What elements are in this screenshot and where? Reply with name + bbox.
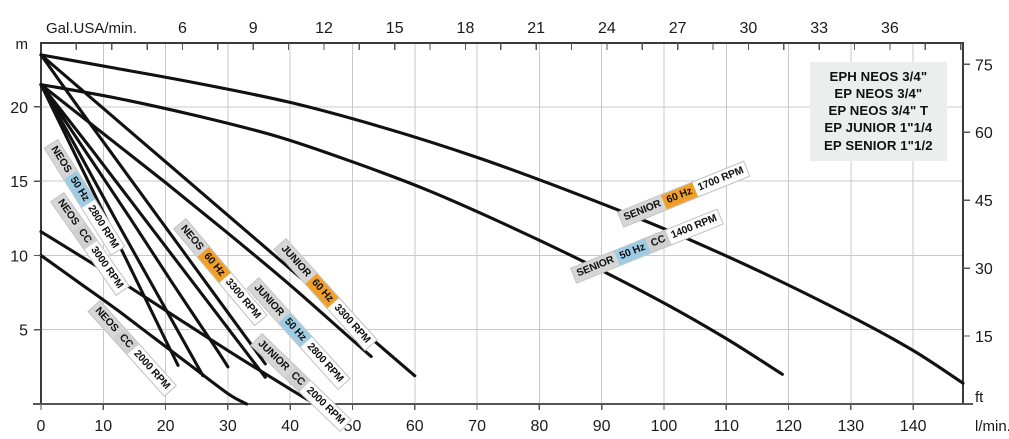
performance-curve xyxy=(39,53,267,366)
tick-label-top: 21 xyxy=(527,20,545,37)
tick-label-bottom: 140 xyxy=(900,418,927,435)
legend-item: EP SENIOR 1"1/2 xyxy=(824,137,933,153)
tick-label-left: 15 xyxy=(10,174,28,191)
left-axis-unit-label: m xyxy=(16,36,29,53)
tick-label-bottom: 130 xyxy=(838,418,865,435)
tick-label-top: 15 xyxy=(386,20,404,37)
tick-label-right: 60 xyxy=(975,125,993,142)
tick-label-top: 30 xyxy=(740,20,758,37)
tick-label-bottom: 70 xyxy=(468,418,486,435)
performance-curve xyxy=(39,53,965,385)
legend-item: EP NEOS 3/4" T xyxy=(828,103,929,119)
tick-label-top: 18 xyxy=(457,20,475,37)
tick-layer xyxy=(34,43,970,410)
performance-curve xyxy=(39,253,249,406)
tick-label-right: 75 xyxy=(975,57,993,74)
tick-label-top: 24 xyxy=(598,20,616,37)
tick-label-left: 10 xyxy=(10,248,28,265)
tick-label-right: 45 xyxy=(975,193,993,210)
legend-item: EP NEOS 3/4" xyxy=(834,86,923,102)
bottom-axis-unit-label: l/min. xyxy=(975,418,1009,435)
tick-label-bottom: 90 xyxy=(593,418,611,435)
tick-label-right: 15 xyxy=(975,329,993,346)
performance-curve xyxy=(39,83,784,376)
top-axis-unit-label: Gal.USA/min. xyxy=(46,20,137,37)
tick-label-bottom: 0 xyxy=(37,418,46,435)
plot-frame xyxy=(33,42,973,405)
tick-label-bottom: 110 xyxy=(714,418,740,435)
tick-label-left: 20 xyxy=(10,100,28,117)
tick-label-right: 30 xyxy=(975,261,993,278)
tick-label-top: 27 xyxy=(669,20,687,37)
legend-item: EPH NEOS 3/4" xyxy=(829,69,928,84)
tick-label-top: 33 xyxy=(810,20,828,37)
tick-label-top: 6 xyxy=(178,20,187,37)
tick-label-top: 12 xyxy=(315,20,333,37)
performance-curve xyxy=(39,83,373,359)
performance-curve xyxy=(39,83,230,369)
tick-label-bottom: 120 xyxy=(775,418,802,435)
tick-label-bottom: 60 xyxy=(406,418,424,435)
grid-layer xyxy=(41,43,963,404)
tick-label-bottom: 30 xyxy=(219,418,237,435)
performance-curve xyxy=(39,83,267,379)
tick-label-bottom: 40 xyxy=(281,418,299,435)
legend-item: EP JUNIOR 1"1/4 xyxy=(824,120,933,136)
tick-label-top: 36 xyxy=(881,20,899,37)
plot-border xyxy=(40,42,964,404)
tick-label-bottom: 20 xyxy=(157,418,175,435)
tick-label-bottom: 100 xyxy=(651,418,678,435)
axis-label-layer: 6 9 12 15 18 21 24 27 30 33 360 10 20 30 40 50 60 70 80 90 1… xyxy=(10,20,1009,435)
performance-curve xyxy=(39,83,205,378)
tick-label-top: 9 xyxy=(249,20,258,37)
tick-label-bottom: 10 xyxy=(94,418,112,435)
tick-label-bottom: 80 xyxy=(530,418,548,435)
right-axis-unit-label: ft xyxy=(975,389,984,406)
tick-label-left: 5 xyxy=(19,323,28,340)
